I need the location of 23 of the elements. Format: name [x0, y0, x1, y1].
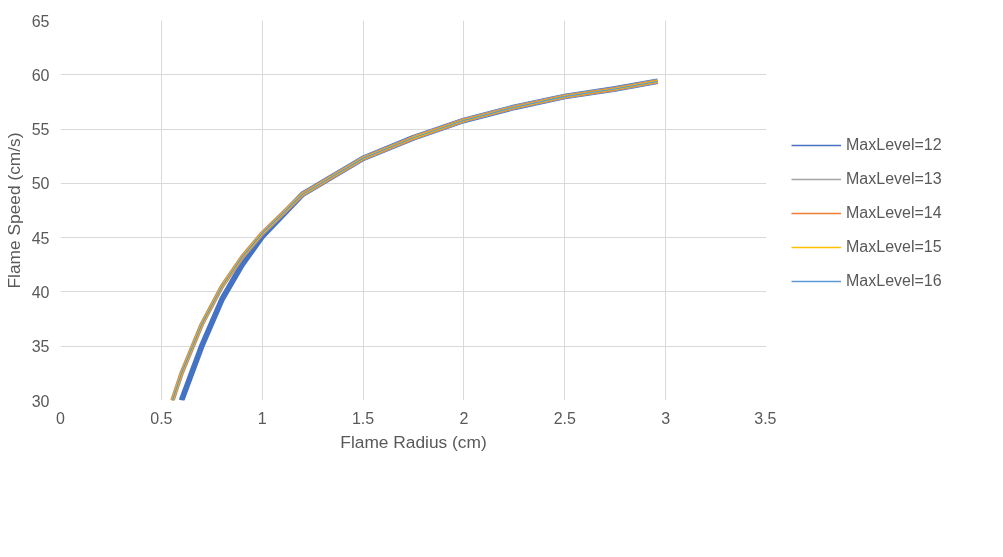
y-tick-label: 65: [31, 12, 50, 30]
legend-label: MaxLevel=12: [846, 136, 942, 154]
y-tick-label: 30: [31, 392, 50, 410]
x-tick-label: 0.5: [150, 409, 173, 427]
y-tick-label: 40: [31, 283, 50, 301]
x-tick-label: 0: [56, 409, 66, 427]
y-tick-label: 55: [31, 121, 50, 139]
legend-label: MaxLevel=13: [846, 170, 942, 188]
x-tick-label: 3: [661, 409, 671, 427]
x-tick-label: 1: [257, 409, 267, 427]
x-tick-label: 1.5: [351, 409, 375, 427]
y-tick-label: 35: [31, 338, 50, 356]
legend-label: MaxLevel=16: [846, 272, 942, 290]
y-axis-title: Flame Speed (cm/s): [3, 132, 24, 289]
x-axis-title: Flame Radius (cm): [340, 431, 487, 452]
x-tick-label: 2.5: [553, 409, 577, 427]
x-tick-label: 3.5: [754, 409, 777, 427]
y-tick-label: 50: [31, 175, 50, 193]
legend-label: MaxLevel=15: [846, 238, 942, 256]
x-tick-label: 2: [459, 409, 469, 427]
y-tick-label: 45: [31, 229, 50, 247]
legend-label: MaxLevel=14: [846, 204, 942, 222]
y-tick-label: 60: [31, 66, 50, 84]
